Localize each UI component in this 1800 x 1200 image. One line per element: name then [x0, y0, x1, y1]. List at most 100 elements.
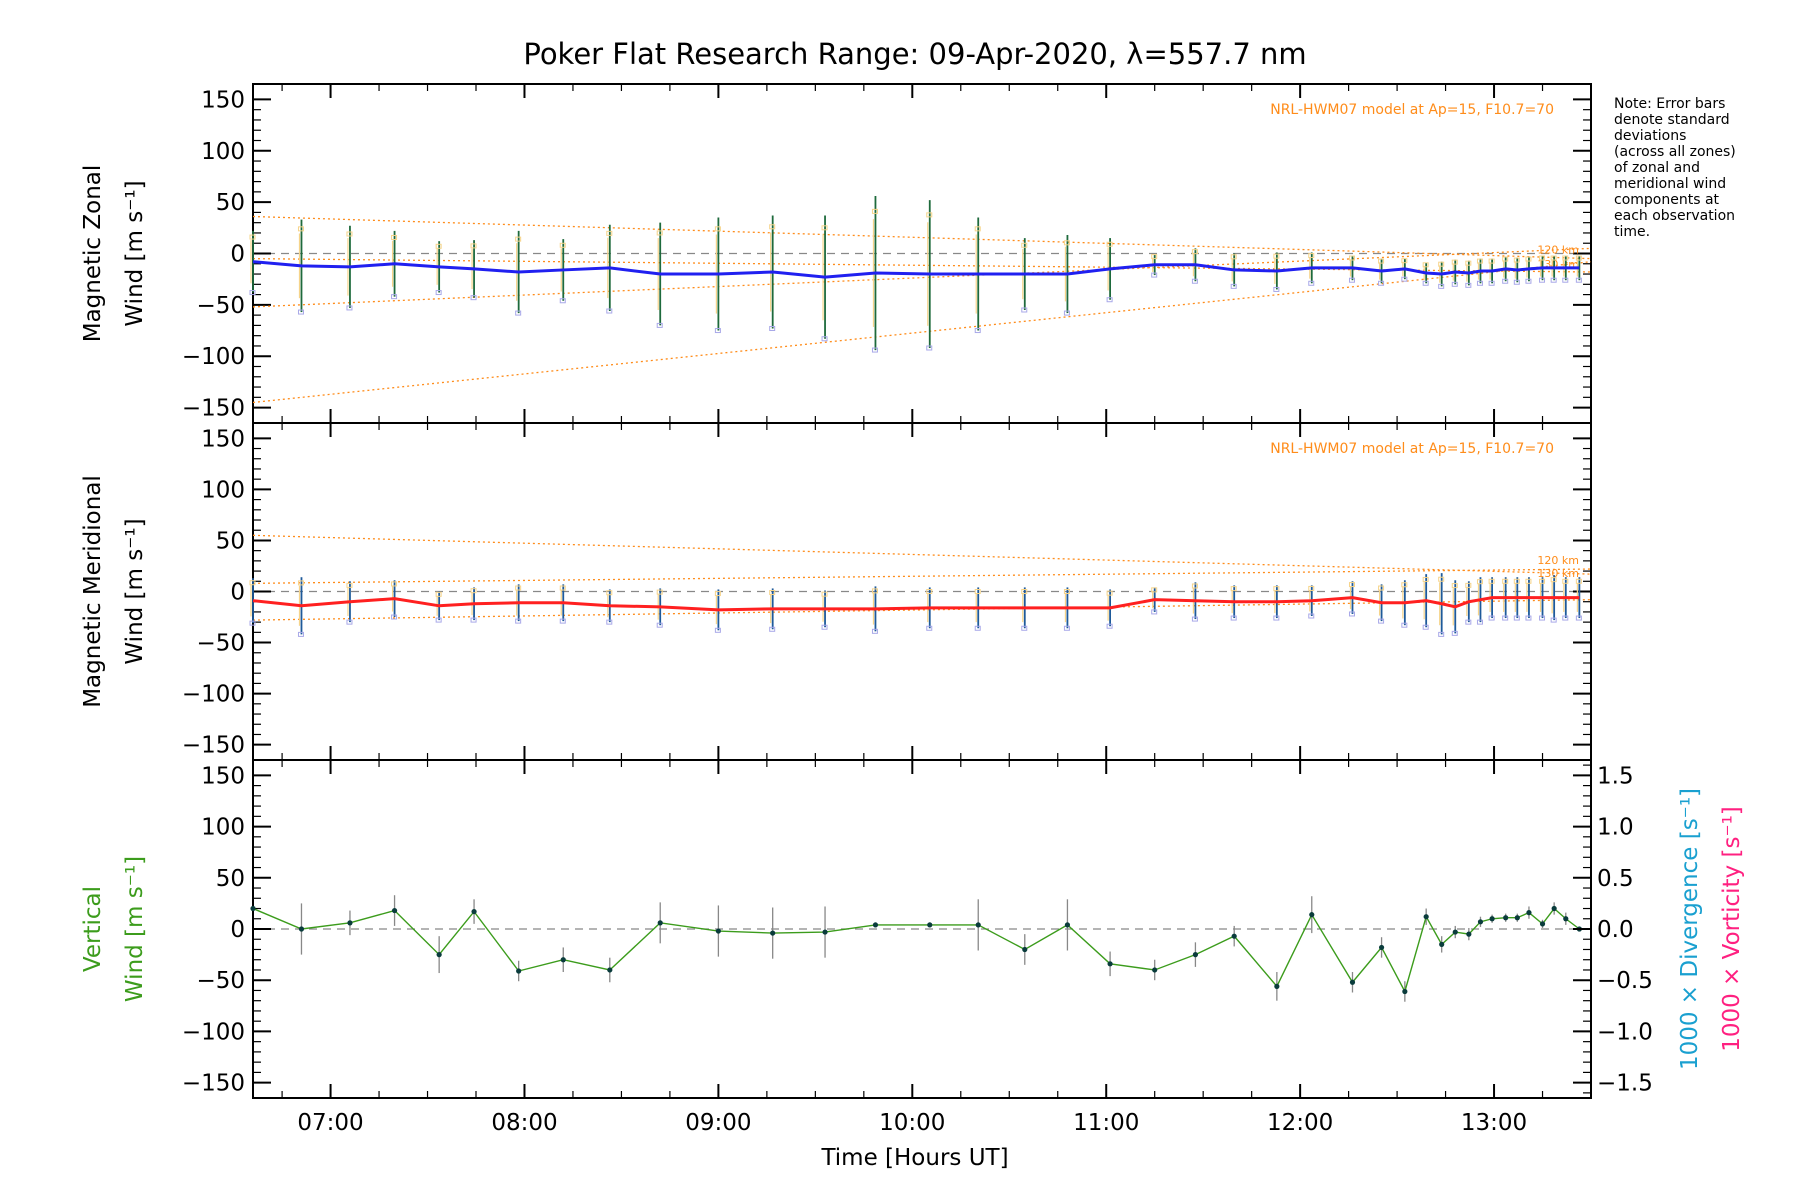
zone-sample	[559, 618, 566, 624]
zone-sample	[1488, 258, 1495, 264]
y-axis-label: Magnetic Zonal	[80, 165, 106, 343]
model-line	[252, 599, 1592, 621]
note-line: meridional wind	[1614, 176, 1726, 192]
data-point	[347, 920, 353, 926]
zone-sample	[1063, 310, 1070, 316]
zone-sample	[926, 589, 933, 594]
zone-sample	[1502, 278, 1509, 284]
zone-sample	[346, 305, 353, 311]
zone-sample	[1063, 240, 1070, 246]
y-tick-label: 50	[216, 190, 245, 216]
y-right-tick-label: 0.5	[1597, 866, 1634, 892]
zone-sample	[1562, 578, 1569, 584]
y-tick-label: 100	[201, 477, 245, 503]
zone-sample	[1191, 249, 1198, 255]
data-point	[1452, 929, 1458, 935]
panels: −150 −100 −50 0 50 100 150 Magnetic Zonal Wind […	[80, 83, 1745, 1099]
x-tick-label: 09:00	[685, 1110, 751, 1136]
zone-sample	[1401, 622, 1408, 628]
zone-sample	[1378, 258, 1385, 264]
zone-sample	[606, 590, 613, 596]
zone-sample	[1550, 577, 1557, 583]
zone-sample	[1348, 255, 1355, 261]
data-point	[250, 905, 256, 912]
data-point	[1489, 916, 1495, 922]
zone-sample	[1273, 615, 1280, 621]
note-line: denote standard	[1614, 112, 1730, 128]
model-line	[252, 261, 1592, 404]
zone-sample	[1191, 616, 1198, 622]
zone-sample	[1451, 583, 1458, 589]
zone-sample	[974, 589, 981, 594]
zone-sample	[515, 585, 522, 591]
zone-sample	[1401, 276, 1408, 282]
x-tick-label: 08:00	[491, 1110, 557, 1136]
data-point	[927, 922, 933, 928]
zone-sample	[1476, 280, 1483, 286]
zone-sample	[346, 619, 353, 625]
model-line	[252, 215, 1592, 260]
zone-sample	[435, 617, 442, 623]
data-point	[436, 952, 442, 958]
data-point	[1064, 922, 1071, 928]
zone-sample	[1348, 277, 1355, 283]
zone-sample	[656, 322, 663, 328]
data-point	[1477, 919, 1484, 925]
zone-sample	[391, 614, 398, 620]
zone-sample	[1401, 582, 1408, 588]
x-tick-label: 07:00	[297, 1110, 363, 1136]
zone-sample	[1422, 576, 1429, 582]
zone-sample	[1151, 587, 1158, 593]
zone-sample	[1308, 253, 1315, 259]
data-point	[1152, 967, 1158, 973]
zone-sample	[871, 347, 878, 353]
y-tick-label: −150	[182, 396, 245, 422]
data-point	[1466, 931, 1472, 937]
data-point	[715, 928, 721, 934]
zone-sample	[1513, 257, 1520, 263]
zone-sample	[1308, 613, 1315, 619]
zone-sample	[1191, 278, 1198, 284]
zone-sample	[1273, 286, 1280, 292]
data-point	[1514, 915, 1520, 921]
y-axis-label: Wind [m s⁻¹]	[122, 856, 148, 1002]
zone-sample	[1575, 578, 1582, 584]
zone-sample	[1465, 260, 1472, 266]
zone-sample	[1451, 630, 1458, 636]
zone-sample	[249, 620, 256, 626]
zone-sample	[1438, 283, 1445, 289]
note-line: of zonal and	[1614, 160, 1700, 176]
zone-sample	[1438, 631, 1445, 637]
data-point	[560, 957, 566, 963]
zone-sample	[1378, 280, 1385, 286]
zone-sample	[1151, 254, 1158, 260]
zone-sample	[1502, 578, 1509, 584]
zone-sample	[1502, 256, 1509, 262]
model-line	[252, 568, 1592, 584]
zone-sample	[926, 212, 933, 218]
y-tick-label: 0	[230, 242, 245, 268]
x-tick-label: 10:00	[879, 1110, 945, 1136]
y-axis-label: Vertical	[80, 886, 106, 972]
zone-sample	[1550, 277, 1557, 283]
y-tick-label: 0	[230, 580, 245, 606]
x-axis: 07:00 08:00 09:00 10:00 11:00 12:00 13:00	[297, 1110, 1527, 1136]
zone-sample	[515, 236, 522, 242]
chart-title: Poker Flat Research Range: 09-Apr-2020, …	[523, 37, 1306, 71]
zone-sample	[1451, 281, 1458, 287]
divergence-axis-label: 1000 × Divergence [s⁻¹]	[1677, 788, 1703, 1070]
zone-sample	[1539, 615, 1546, 621]
zone-sample	[1348, 611, 1355, 617]
y-tick-label: −100	[182, 682, 245, 708]
panel-3: −150 −100 −50 0 50 100 150 Vertical Wind [m s⁻¹]…	[80, 759, 1745, 1099]
zone-sample	[1063, 589, 1070, 594]
zone-sample	[1575, 277, 1582, 283]
zone-sample	[1230, 615, 1237, 621]
y-tick-label: 150	[201, 763, 245, 789]
zone-sample	[974, 226, 981, 232]
y-tick-label: −50	[196, 293, 245, 319]
zone-sample	[1151, 272, 1158, 278]
y-tick-label: −150	[182, 1071, 245, 1097]
y-right-tick-label: −1.5	[1597, 1071, 1653, 1097]
